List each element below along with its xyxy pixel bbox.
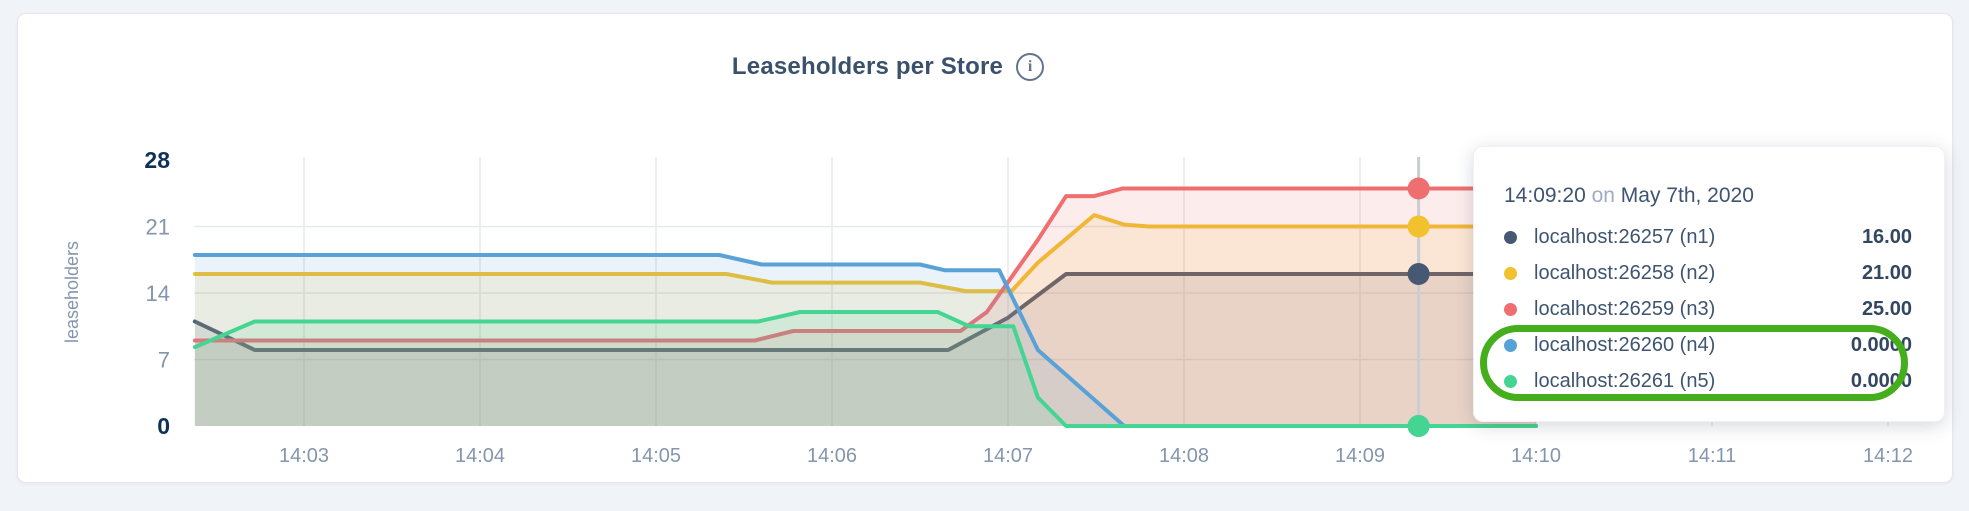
series-area: [194, 312, 1536, 426]
y-tick-label: 21: [146, 215, 170, 240]
y-axis-ticks: 0 7 14 21 28: [144, 147, 170, 439]
x-tick-label: 14:03: [279, 445, 329, 467]
hover-dot: [1407, 415, 1430, 437]
hover-tooltip: 14:09:20 on May 7th, 2020 localhost:2625…: [1473, 146, 1945, 422]
leaseholders-chart-plot[interactable]: 0 7 14 21 28 leaseholders 14:03 14:04 14:05 14:06…: [18, 14, 1969, 511]
x-tick-label: 14:12: [1863, 445, 1913, 467]
x-tick-label: 14:11: [1688, 445, 1737, 467]
series-3: [192, 186, 1538, 426]
y-axis-title: leaseholders: [62, 241, 82, 343]
chart-header: Leaseholders per Store i: [18, 50, 1758, 84]
y-tick-label: 28: [144, 147, 170, 173]
series-area: [194, 188, 1536, 426]
series-color-dot: [1504, 374, 1517, 388]
info-icon[interactable]: i: [1016, 53, 1045, 81]
series-name: localhost:26261 (n5): [1534, 369, 1716, 392]
tooltip-row: localhost:26259 (n3) 25.00: [1504, 291, 1912, 327]
series-color-dot: [1504, 302, 1517, 316]
x-tick-label: 14:10: [1511, 445, 1561, 467]
series-1: [192, 272, 1538, 426]
series-area: [194, 215, 1536, 426]
series-color-dot: [1504, 266, 1517, 280]
x-tick-label: 14:04: [455, 445, 505, 467]
tooltip-date-text: May 7th, 2020: [1620, 184, 1754, 207]
series-area: [194, 255, 1536, 426]
series-value: 21.00: [1861, 261, 1912, 284]
series-line: [192, 310, 1538, 428]
tooltip-time: 14:09:20: [1504, 184, 1586, 207]
hover-dot: [1407, 263, 1430, 285]
tooltip-on-word: on: [1591, 184, 1615, 207]
series-color-dot: [1504, 230, 1517, 244]
series-5: [192, 310, 1538, 428]
series-value: 0.0000: [1850, 333, 1912, 356]
hover-dot: [1407, 215, 1430, 238]
y-tick-label: 14: [146, 281, 170, 306]
tooltip-row: localhost:26258 (n2) 21.00: [1504, 255, 1912, 291]
tooltip-row: localhost:26260 (n4) 0.0000: [1504, 327, 1912, 363]
tooltip-row: localhost:26261 (n5) 0.0000: [1504, 363, 1912, 399]
tooltip-rows: localhost:26257 (n1) 16.00 localhost:26258…: [1504, 219, 1912, 399]
series-line: [192, 253, 1538, 428]
x-tick-label: 14:06: [807, 445, 857, 467]
series-line: [192, 272, 1538, 352]
x-tick-label: 14:08: [1159, 445, 1209, 467]
series-value: 16.00: [1861, 225, 1912, 248]
series-color-dot: [1504, 338, 1517, 352]
tooltip-timestamp: 14:09:20 on May 7th, 2020: [1504, 183, 1912, 209]
series-4: [192, 253, 1538, 428]
hover-dot: [1407, 177, 1430, 200]
y-tick-label: 0: [157, 413, 170, 439]
tooltip-row: localhost:26257 (n1) 16.00: [1504, 219, 1912, 255]
y-tick-label: 7: [158, 348, 170, 373]
chart-card: Leaseholders per Store i 0 7 14 21 28 leaseho…: [17, 13, 1953, 483]
series-name: localhost:26258 (n2): [1534, 261, 1716, 284]
x-tick-label: 14:09: [1335, 445, 1385, 467]
series-line: [192, 186, 1538, 343]
x-axis-ticks: 14:03 14:04 14:05 14:06 14:07 14:08 14:09 14:10…: [279, 445, 1913, 467]
series-value: 25.00: [1861, 297, 1912, 320]
series-value: 0.0000: [1850, 369, 1912, 392]
x-tick-label: 14:05: [631, 445, 681, 467]
chart-title: Leaseholders per Store: [731, 53, 1004, 80]
series-name: localhost:26257 (n1): [1534, 225, 1716, 248]
series-name: localhost:26259 (n3): [1534, 297, 1716, 320]
series-name: localhost:26260 (n4): [1534, 333, 1716, 356]
x-tick-label: 14:07: [983, 445, 1033, 467]
